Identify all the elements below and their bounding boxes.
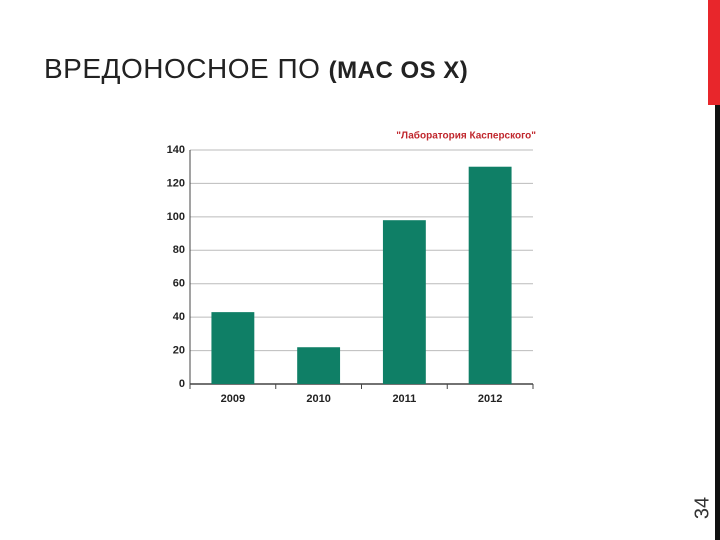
y-tick-label: 120 [167, 177, 185, 189]
y-tick-label: 40 [173, 311, 185, 323]
y-tick-label: 20 [173, 344, 185, 356]
x-tick-label: 2011 [392, 393, 416, 405]
x-tick-label: 2012 [478, 393, 502, 405]
y-tick-label: 60 [173, 278, 185, 290]
x-tick-label: 2009 [221, 393, 245, 405]
accent-bar [708, 0, 720, 105]
y-tick-label: 140 [167, 144, 185, 156]
side-bar [715, 105, 720, 540]
bar [382, 220, 426, 384]
bar [297, 347, 341, 384]
chart-annotation: "Лаборатория Касперского" [396, 130, 536, 142]
y-tick-label: 80 [173, 244, 185, 256]
bar [211, 312, 255, 384]
y-tick-label: 0 [179, 378, 185, 390]
x-tick-label: 2010 [306, 393, 330, 405]
page-number: 34 [691, 497, 713, 519]
title-main: ВРЕДОНОСНОЕ ПО [44, 53, 321, 84]
title-bold: (MAC OS X) [328, 57, 469, 84]
slide-title: ВРЕДОНОСНОЕ ПО (MAC OS X) [44, 50, 484, 90]
bar [468, 166, 512, 384]
y-tick-label: 100 [167, 211, 185, 223]
